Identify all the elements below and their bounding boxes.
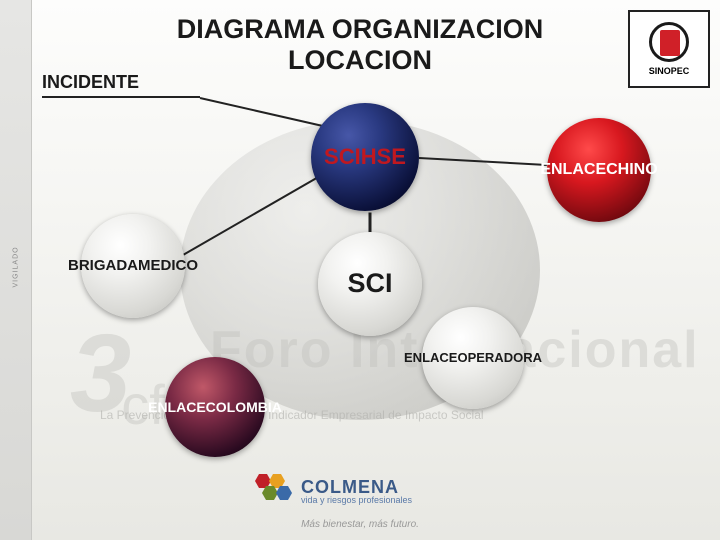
diagram-title: DIAGRAMA ORGANIZACION LOCACION bbox=[120, 14, 600, 76]
incidente-label: INCIDENTE bbox=[42, 72, 139, 93]
node-enlace-operadora: ENLACEOPERADORA bbox=[422, 307, 524, 409]
incidente-underline bbox=[42, 96, 200, 98]
connector-line bbox=[200, 97, 323, 127]
node-brigada-medico: BRIGADA MEDICO bbox=[81, 214, 185, 318]
sinopec-icon bbox=[649, 22, 689, 62]
sinopec-logo: SINOPEC bbox=[628, 10, 710, 88]
vigilado-text: VIGILADO bbox=[13, 260, 20, 288]
colmena-name: COLMENA bbox=[301, 478, 412, 496]
node-enlace-colombia: ENLACECOLOMBIA bbox=[165, 357, 265, 457]
node-enlace-chino: ENLACECHINO bbox=[547, 118, 651, 222]
colmena-sub: vida y riesgos profesionales bbox=[301, 496, 412, 505]
footer-tagline: Más bienestar, más futuro. bbox=[0, 519, 720, 530]
colmena-logo: COLMENA vida y riesgos profesionales bbox=[255, 474, 412, 508]
connector-line bbox=[369, 213, 372, 234]
sinopec-label: SINOPEC bbox=[649, 66, 690, 76]
node-sci-hse: SCIHSE bbox=[311, 103, 419, 211]
left-banner: VIGILADO bbox=[0, 0, 32, 540]
colmena-icon bbox=[255, 474, 293, 508]
node-sci: SCI bbox=[318, 232, 422, 336]
